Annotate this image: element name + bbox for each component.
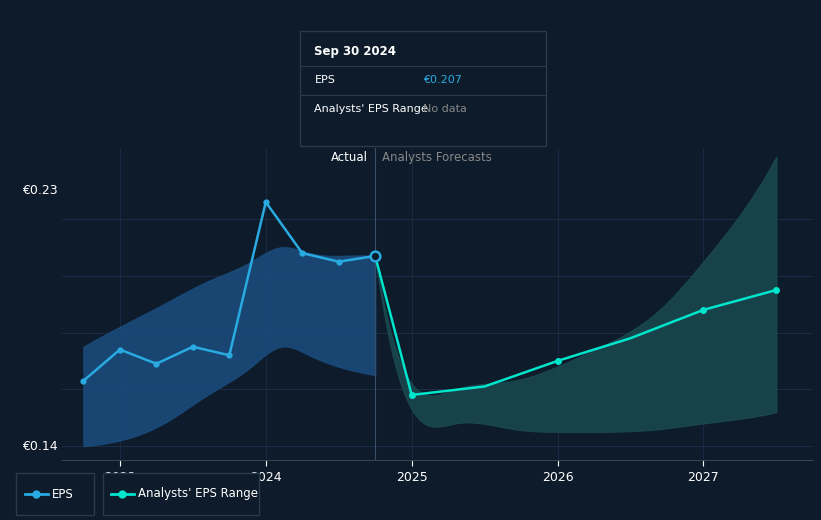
FancyBboxPatch shape <box>103 473 259 515</box>
Text: Analysts' EPS Range: Analysts' EPS Range <box>314 105 429 114</box>
Text: €0.207: €0.207 <box>423 75 461 85</box>
Text: No data: No data <box>423 105 466 114</box>
Text: Actual: Actual <box>331 151 368 164</box>
Text: Analysts' EPS Range: Analysts' EPS Range <box>138 488 258 500</box>
Text: Sep 30 2024: Sep 30 2024 <box>314 45 397 58</box>
Text: EPS: EPS <box>314 75 335 85</box>
Text: €0.14: €0.14 <box>21 439 57 452</box>
FancyBboxPatch shape <box>16 473 94 515</box>
Text: EPS: EPS <box>52 488 73 500</box>
Text: Analysts Forecasts: Analysts Forecasts <box>383 151 493 164</box>
Text: €0.23: €0.23 <box>21 184 57 197</box>
